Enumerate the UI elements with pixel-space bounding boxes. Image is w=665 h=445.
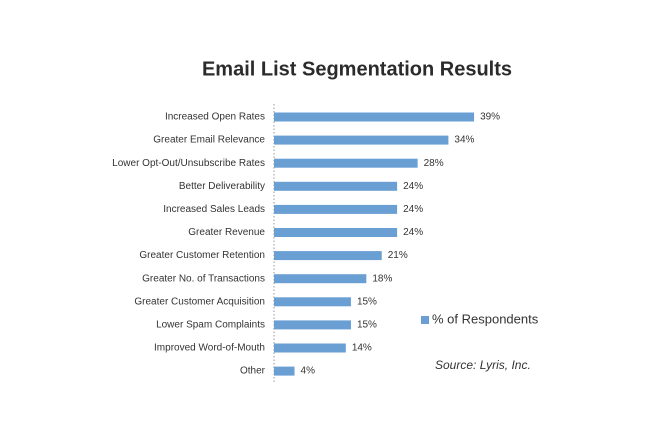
legend-swatch	[421, 316, 429, 324]
value-label: 21%	[388, 250, 408, 261]
bar	[274, 181, 398, 191]
value-label: 14%	[352, 343, 372, 354]
bar	[274, 112, 475, 122]
value-label: 34%	[454, 135, 474, 146]
bar	[274, 228, 398, 237]
value-label: 28%	[424, 158, 444, 169]
bar	[274, 320, 351, 330]
category-label: Lower Opt-Out/Unsubscribe Rates	[112, 158, 265, 169]
legend-label: % of Respondents	[432, 311, 539, 326]
value-label: 24%	[403, 227, 423, 238]
category-label: Increased Open Rates	[165, 112, 265, 123]
category-label: Other	[240, 366, 266, 377]
value-label: 24%	[403, 181, 423, 192]
bar	[274, 251, 382, 261]
category-label: Lower Spam Complaints	[156, 320, 265, 331]
category-label: Greater Customer Retention	[139, 250, 265, 261]
value-label: 15%	[357, 296, 377, 307]
bar	[274, 343, 346, 353]
category-label: Greater Customer Acquisition	[134, 296, 265, 307]
value-label: 4%	[301, 366, 316, 377]
bar	[274, 274, 367, 284]
category-label: Greater Email Relevance	[153, 135, 265, 146]
category-label: Improved Word-of-Mouth	[154, 343, 265, 354]
bar	[274, 135, 449, 145]
bar	[274, 158, 418, 168]
bar	[274, 297, 351, 307]
bar	[274, 366, 295, 376]
value-label: 15%	[357, 320, 377, 331]
value-label: 39%	[480, 112, 500, 123]
category-label: Greater No. of Transactions	[142, 273, 265, 284]
value-label: 18%	[372, 273, 392, 284]
bar	[274, 204, 398, 214]
category-label: Increased Sales Leads	[163, 204, 265, 215]
value-label: 24%	[403, 204, 423, 215]
category-label: Better Deliverability	[179, 181, 265, 192]
chart-title: Email List Segmentation Results	[202, 58, 512, 80]
source-note: Source: Lyris, Inc.	[435, 358, 531, 372]
category-label: Greater Revenue	[188, 227, 265, 238]
